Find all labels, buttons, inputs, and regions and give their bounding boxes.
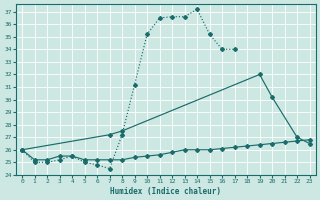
X-axis label: Humidex (Indice chaleur): Humidex (Indice chaleur) (110, 187, 221, 196)
